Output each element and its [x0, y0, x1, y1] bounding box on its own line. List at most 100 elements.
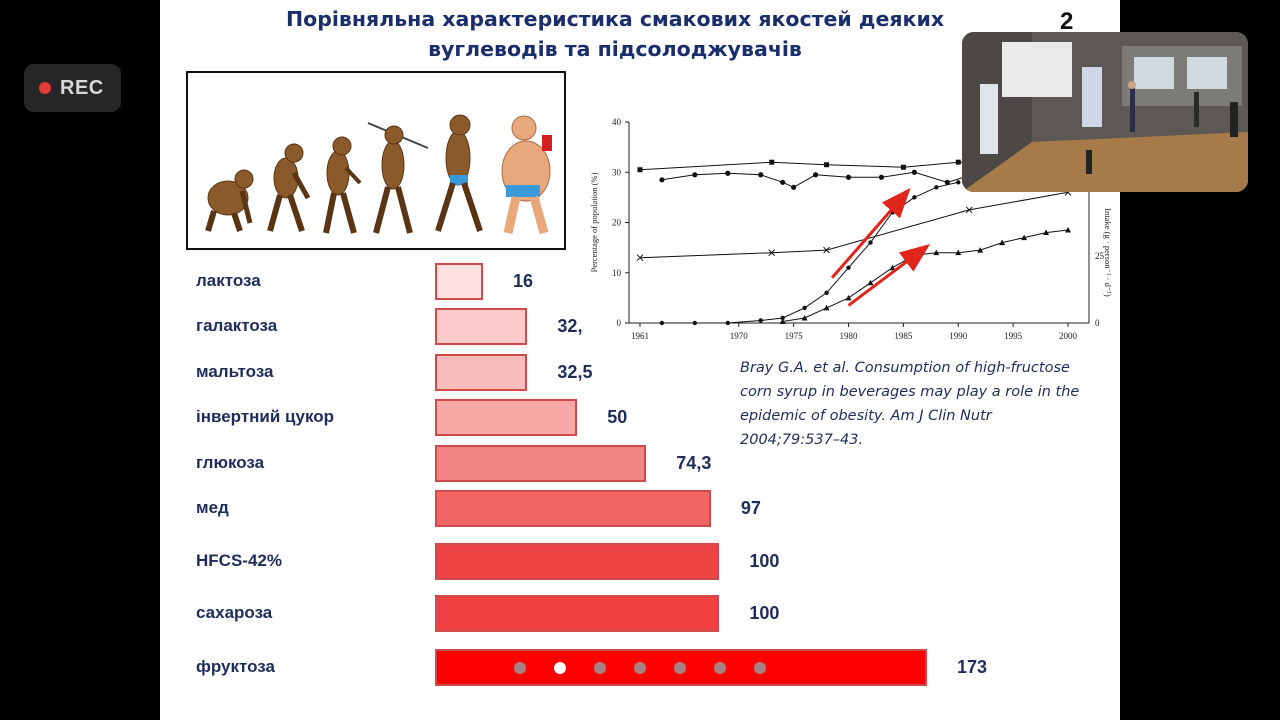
- data-point: [758, 318, 763, 323]
- carousel-dot[interactable]: [514, 662, 526, 674]
- bar-label: лактоза: [196, 271, 261, 290]
- bar-value: 100: [749, 603, 780, 623]
- record-dot-icon: [39, 82, 51, 94]
- camera-tripod-icon: [1086, 150, 1092, 174]
- presentation-slide: Порівняльна характеристика смакових якос…: [160, 0, 1120, 720]
- citation-line: 2004;79:537–43.: [740, 432, 864, 448]
- series-line: [639, 191, 1069, 259]
- data-point: [801, 314, 808, 321]
- hominid-figure-icon: [323, 136, 362, 234]
- data-point: [823, 304, 830, 311]
- projector-screen-icon: [1002, 42, 1072, 97]
- recording-indicator: REC: [24, 64, 121, 112]
- data-point: [845, 294, 852, 301]
- slide-title: Порівняльна характеристика смакових якос…: [230, 4, 1000, 64]
- bar-value: 50: [607, 407, 628, 427]
- citation-line: corn syrup in beverages may play a role …: [740, 384, 1080, 400]
- banner-icon: [1082, 67, 1102, 127]
- y-axis-label: Percentage of population (%): [589, 172, 599, 272]
- bar-label: інвертний цукор: [196, 407, 335, 426]
- y-tick-label: 0: [617, 318, 622, 328]
- data-point: [912, 195, 917, 200]
- data-point: [780, 315, 785, 321]
- data-point: [659, 320, 665, 326]
- speaker-figure-icon: [1130, 87, 1135, 132]
- early-hominid-figure-icon: [267, 143, 311, 232]
- data-point: [944, 179, 950, 185]
- bar-value: 173: [957, 657, 988, 677]
- y-tick-label: 40: [612, 117, 622, 127]
- bar: [435, 445, 647, 482]
- carousel-dot[interactable]: [554, 662, 566, 674]
- citation-line: epidemic of obesity. Am J Clin Nutr: [740, 408, 992, 424]
- y-tick-label: 30: [612, 167, 622, 177]
- data-point: [692, 172, 698, 178]
- carousel-dot[interactable]: [714, 662, 726, 674]
- slide-carousel-dots[interactable]: [514, 662, 766, 674]
- bar-label: галактоза: [196, 316, 278, 335]
- bar: [435, 308, 528, 345]
- data-point: [823, 246, 830, 254]
- data-point: [636, 254, 644, 262]
- bar-label: глюкоза: [196, 453, 265, 472]
- trend-arrow: [830, 187, 911, 279]
- data-point: [791, 184, 797, 190]
- data-point: [725, 320, 730, 326]
- data-point: [999, 239, 1006, 246]
- bar-value: 100: [749, 551, 780, 571]
- ape-figure-icon: [205, 169, 254, 232]
- slide-title-line-1: Порівняльна характеристика смакових якос…: [285, 7, 945, 31]
- bar-value: 32,: [557, 316, 583, 336]
- y-tick-label: 10: [612, 268, 622, 278]
- data-point: [955, 159, 961, 165]
- x-tick-label: 1985: [894, 331, 913, 341]
- data-point: [824, 290, 829, 296]
- data-point: [965, 206, 973, 214]
- bar-value: 16: [513, 271, 534, 291]
- webcam-video-feed[interactable]: [962, 32, 1248, 192]
- data-point: [780, 179, 786, 185]
- carousel-dot[interactable]: [634, 662, 646, 674]
- carousel-dot[interactable]: [674, 662, 686, 674]
- recording-label: REC: [60, 76, 104, 99]
- data-point: [1043, 229, 1050, 236]
- data-point: [768, 249, 776, 257]
- bar: [435, 354, 528, 391]
- bar: [435, 490, 711, 527]
- data-point: [845, 174, 852, 180]
- data-point: [812, 172, 819, 178]
- bar-value: 32,5: [557, 362, 593, 382]
- data-point: [769, 159, 775, 165]
- bar: [435, 263, 483, 300]
- x-tick-label: 1970: [730, 331, 749, 341]
- x-tick-label: 1995: [1004, 331, 1023, 341]
- bar-label: мальтоза: [196, 362, 274, 381]
- citation-line: Bray G.A. et al. Consumption of high-fru…: [740, 360, 1070, 376]
- data-point: [846, 265, 851, 270]
- slide-title-line-2: вуглеводів та підсолоджувачів: [428, 37, 802, 61]
- citation-text: Bray G.A. et al. Consumption of high-fru…: [740, 356, 1100, 452]
- data-point: [868, 240, 873, 245]
- bar: [435, 543, 720, 580]
- series-line: [661, 181, 959, 324]
- carousel-dot[interactable]: [754, 662, 766, 674]
- human-evolution-illustration: [186, 71, 566, 250]
- bar-label: фруктоза: [196, 657, 275, 676]
- x-tick-label: 1980: [840, 331, 859, 341]
- trend-arrow: [847, 244, 931, 307]
- slide-number: 2: [1060, 8, 1074, 35]
- data-point: [802, 305, 807, 311]
- data-point: [900, 164, 906, 170]
- x-tick-label: 2000: [1059, 331, 1078, 341]
- carousel-dot[interactable]: [594, 662, 606, 674]
- y2-tick-label: 25: [1095, 251, 1105, 261]
- data-point: [659, 177, 665, 183]
- bar-label: HFCS-42%: [196, 551, 282, 570]
- x-tick-label: 1975: [785, 331, 804, 341]
- data-point: [878, 174, 885, 180]
- data-point: [933, 249, 940, 256]
- modern-human-figure-icon: [435, 114, 483, 232]
- data-point: [956, 180, 961, 185]
- data-point: [758, 172, 764, 178]
- bar: [435, 399, 578, 436]
